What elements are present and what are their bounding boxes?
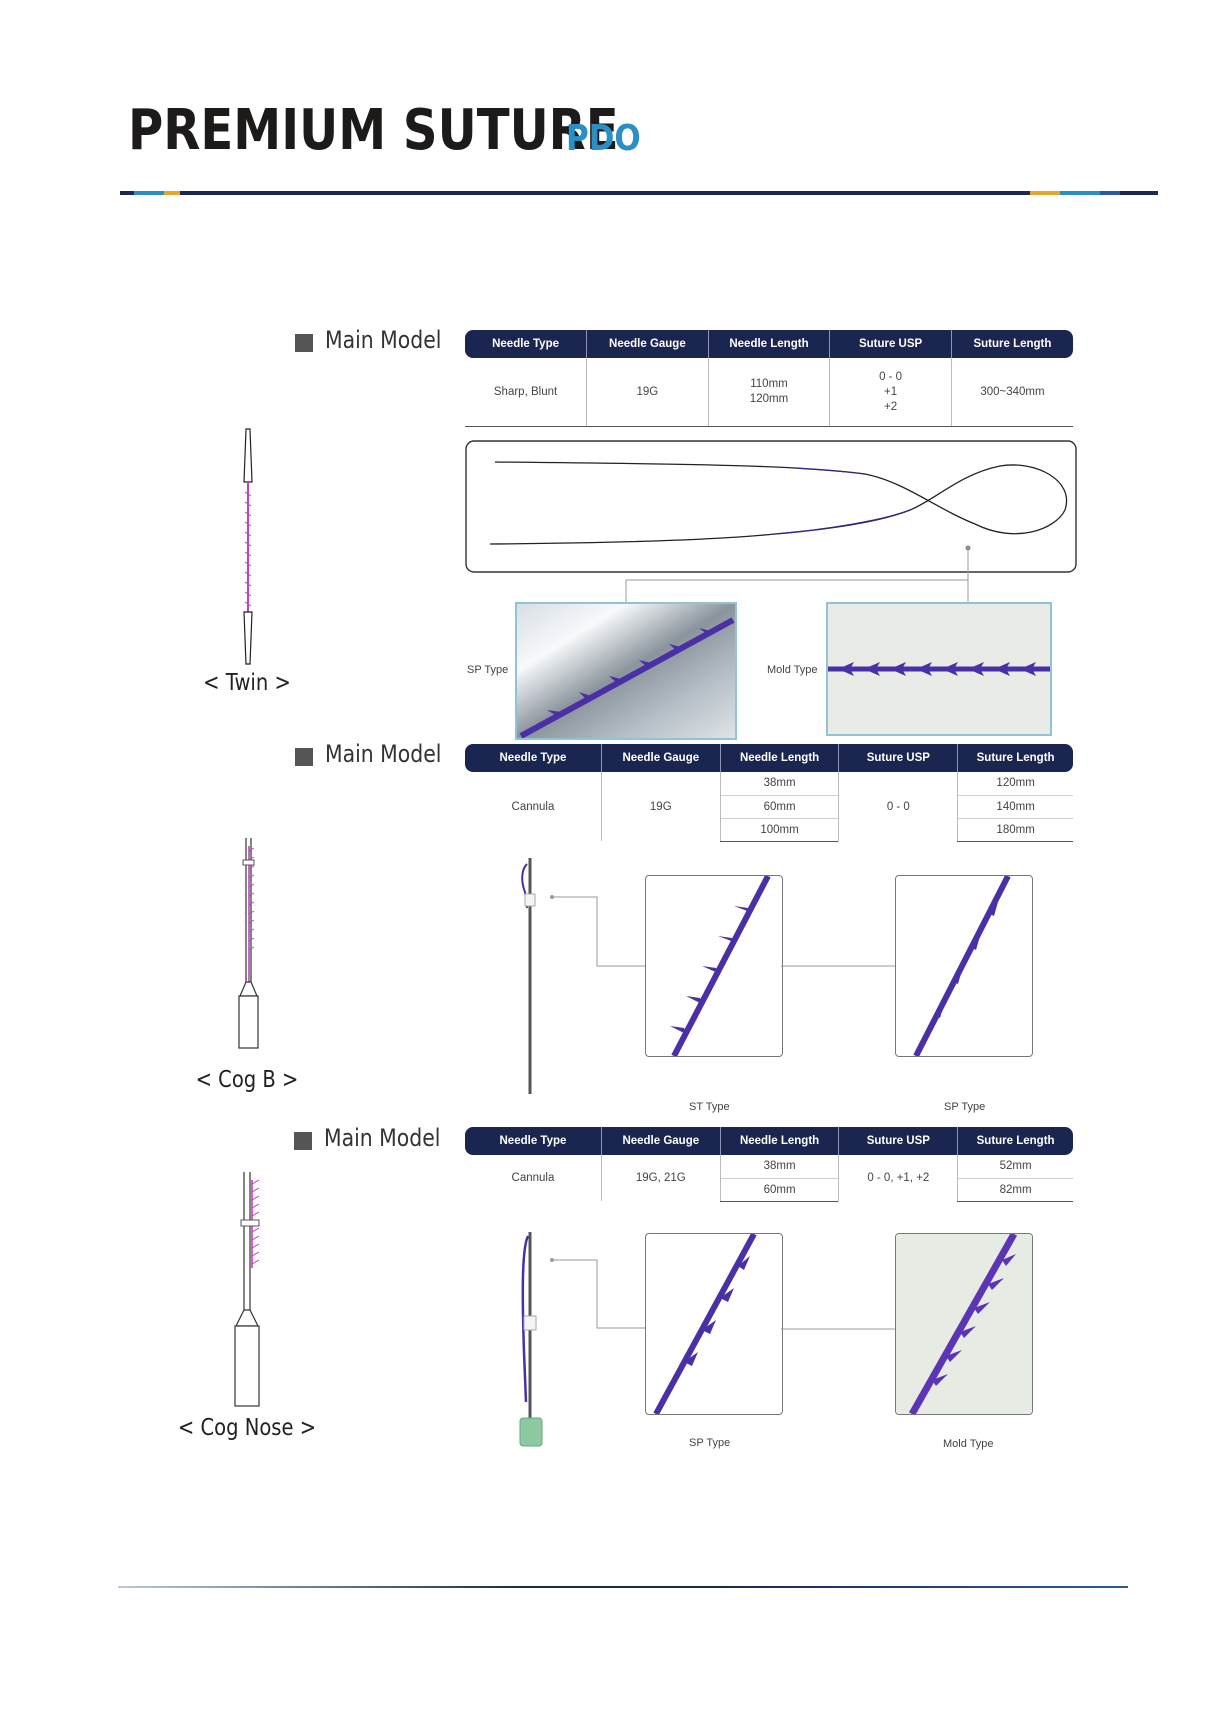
page-title: PREMIUM SUTURE [128,98,619,163]
twin-thread-illustration [243,428,253,665]
cog-b-cannula-figure [521,858,645,1094]
cell-suture-usp: 0 - 0 [838,772,958,841]
spec-table-cog-nose: Needle Type Needle Gauge Needle Length S… [465,1127,1073,1202]
col-needle-type: Needle Type [465,744,602,772]
footer-divider [118,1586,1128,1588]
cell-needle-gauge: 19G [586,358,709,427]
suture-usp-value: +1 [884,385,898,398]
st-type-photo [645,875,783,1057]
cell-needle-length: 38mm [719,772,839,795]
cell-needle-gauge: 19G, 21G [600,1155,721,1201]
cell-needle-type: Cannula [511,800,555,813]
cell-suture-length: 120mm [957,772,1073,795]
mold-type-photo [826,602,1052,736]
col-needle-gauge: Needle Gauge [586,330,709,358]
page-subtitle: PDO [566,118,641,159]
col-suture-usp: Suture USP [829,330,952,358]
cell-needle-type: Sharp, Blunt [465,358,587,427]
col-needle-length: Needle Length [707,330,830,358]
callout-connector [781,965,895,967]
cell-suture-length: 82mm [957,1177,1073,1202]
model-name-cog-b: < Cog B > [195,1067,299,1093]
detail-label: Mold Type [767,664,818,676]
mold-type-photo [895,1233,1033,1415]
cell-suture-usp: 0 - 0 +1 +2 [829,358,952,427]
cell-suture-length: 300~340mm [950,358,1073,427]
cell-needle-length: 60mm [719,1177,839,1202]
col-needle-length: Needle Length [719,744,839,772]
model-name-cog-nose: < Cog Nose > [177,1415,317,1441]
cell-needle-length: 110mm 120mm [707,358,830,427]
spec-table-cog-b: Needle Type Needle Gauge Needle Length S… [465,744,1073,842]
header-divider [120,191,1158,195]
detail-label: Mold Type [943,1438,994,1450]
callout-connector [625,546,969,605]
section-label: Main Model [324,1124,441,1152]
cell-needle-gauge: 19G [600,772,721,841]
detail-label: SP Type [944,1101,986,1113]
suture-usp-value: +2 [884,400,898,413]
cell-suture-length: 52mm [957,1155,1073,1178]
col-needle-type: Needle Type [465,1127,602,1155]
cell-needle-type: Cannula [511,1172,555,1184]
section-marker [295,748,313,766]
cell-needle-length: 60mm [719,794,839,818]
col-needle-type: Needle Type [465,330,587,358]
col-needle-gauge: Needle Gauge [600,744,721,772]
col-suture-usp: Suture USP [838,1127,958,1155]
spec-table-twin: Needle Type Needle Gauge Needle Length S… [465,330,1073,427]
col-needle-gauge: Needle Gauge [600,1127,721,1155]
cell-suture-usp: 0 - 0, +1, +2 [838,1155,958,1201]
cog-nose-cannula-figure [519,1232,645,1447]
suture-usp-value: 0 - 0 [879,370,903,383]
detail-label: SP Type [467,664,509,676]
cog-nose-illustration [234,1172,260,1407]
section-marker [294,1132,312,1150]
sp-type-photo [515,602,737,740]
model-name-twin: < Twin > [203,670,291,696]
detail-label: ST Type [689,1101,730,1113]
cell-suture-length: 180mm [957,817,1073,842]
sp-type-photo [895,875,1033,1057]
callout-connector [781,1328,895,1330]
section-label: Main Model [325,326,442,354]
cell-needle-length: 100mm [719,817,839,842]
col-suture-usp: Suture USP [838,744,958,772]
twin-thread-overview [465,440,1077,573]
col-needle-length: Needle Length [719,1127,839,1155]
sp-type-photo [645,1233,783,1415]
cog-b-illustration [238,838,259,1049]
section-marker [295,334,313,352]
col-suture-length: Suture Length [957,1127,1073,1155]
section-label: Main Model [325,740,442,768]
col-suture-length: Suture Length [957,744,1073,772]
detail-label: SP Type [689,1437,731,1449]
col-suture-length: Suture Length [950,330,1073,358]
cell-needle-length: 38mm [719,1155,839,1178]
needle-length-value: 120mm [749,393,789,406]
needle-length-value: 110mm [750,378,788,391]
cell-suture-length: 140mm [957,794,1073,818]
